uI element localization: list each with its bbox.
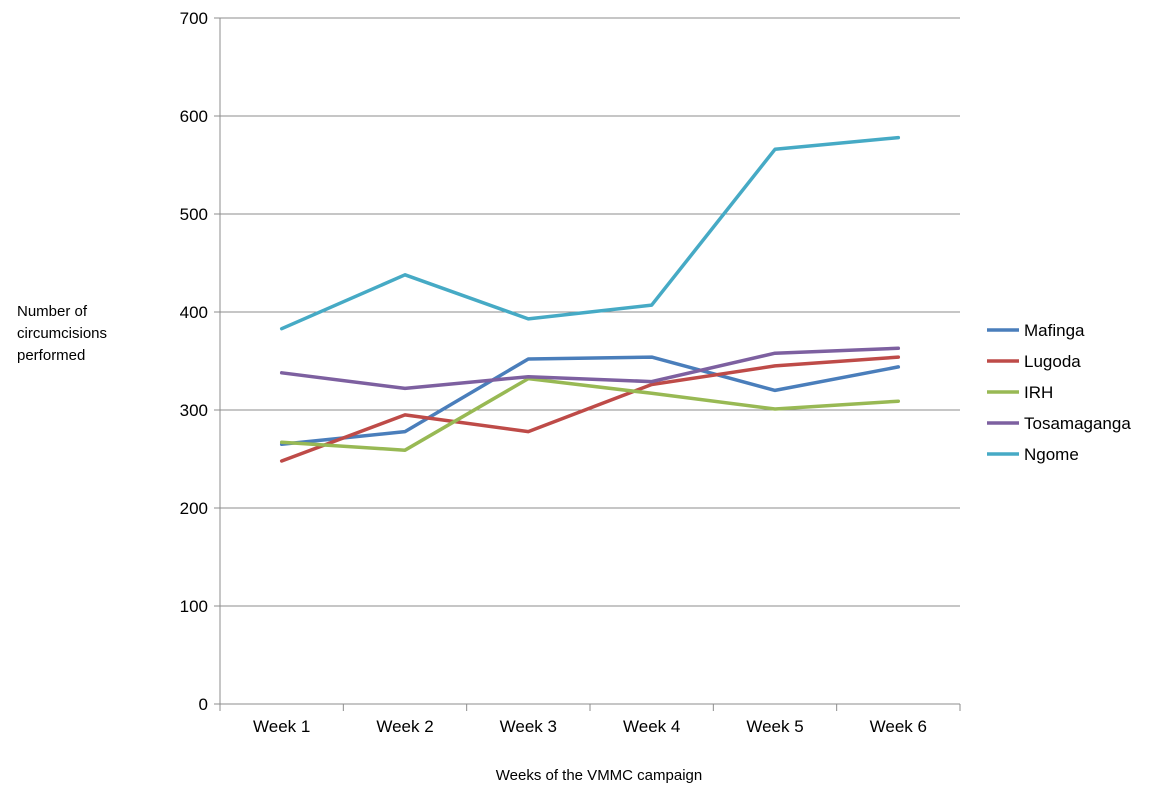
legend-label-lugoda: Lugoda [1024,352,1081,371]
axes [214,17,961,711]
y-axis-title: Number of circumcisions performed [17,303,107,364]
y-axis-title-line: Number of [17,303,88,320]
x-tick-label: Week 6 [870,717,927,736]
series-line-irh [279,376,901,452]
y-tick-label: 400 [180,303,208,322]
series-line-mafinga [279,355,901,447]
x-tick-labels: Week 1 Week 2 Week 3 Week 4 Week 5 Week 6 [253,717,927,736]
series-lines [279,135,901,463]
series-line-ngome [279,135,901,331]
y-tick-label: 300 [180,401,208,420]
y-tick-label: 100 [180,597,208,616]
x-tick-label: Week 1 [253,717,310,736]
legend: Mafinga Lugoda IRH Tosamaganga Ngome [987,321,1131,464]
y-tick-label: 0 [199,695,208,714]
y-axis-title-line: performed [17,347,85,364]
y-tick-label: 200 [180,499,208,518]
y-tick-label: 600 [180,107,208,126]
y-axis-title-line: circumcisions [17,325,107,342]
legend-label-tosamaganga: Tosamaganga [1024,414,1131,433]
x-tick-label: Week 2 [376,717,433,736]
x-tick-label: Week 5 [746,717,803,736]
grid-lines [220,17,960,607]
legend-label-mafinga: Mafinga [1024,321,1085,340]
y-tick-label: 700 [180,9,208,28]
y-tick-labels: 0 100 200 300 400 500 600 700 [180,9,208,714]
legend-label-ngome: Ngome [1024,445,1079,464]
x-axis-title: Weeks of the VMMC campaign [496,767,702,784]
x-tick-label: Week 4 [623,717,680,736]
y-tick-label: 500 [180,205,208,224]
series-line-lugoda [279,355,901,463]
x-tick-label: Week 3 [500,717,557,736]
series-line-tosamaganga [279,346,901,391]
legend-label-irh: IRH [1024,383,1053,402]
